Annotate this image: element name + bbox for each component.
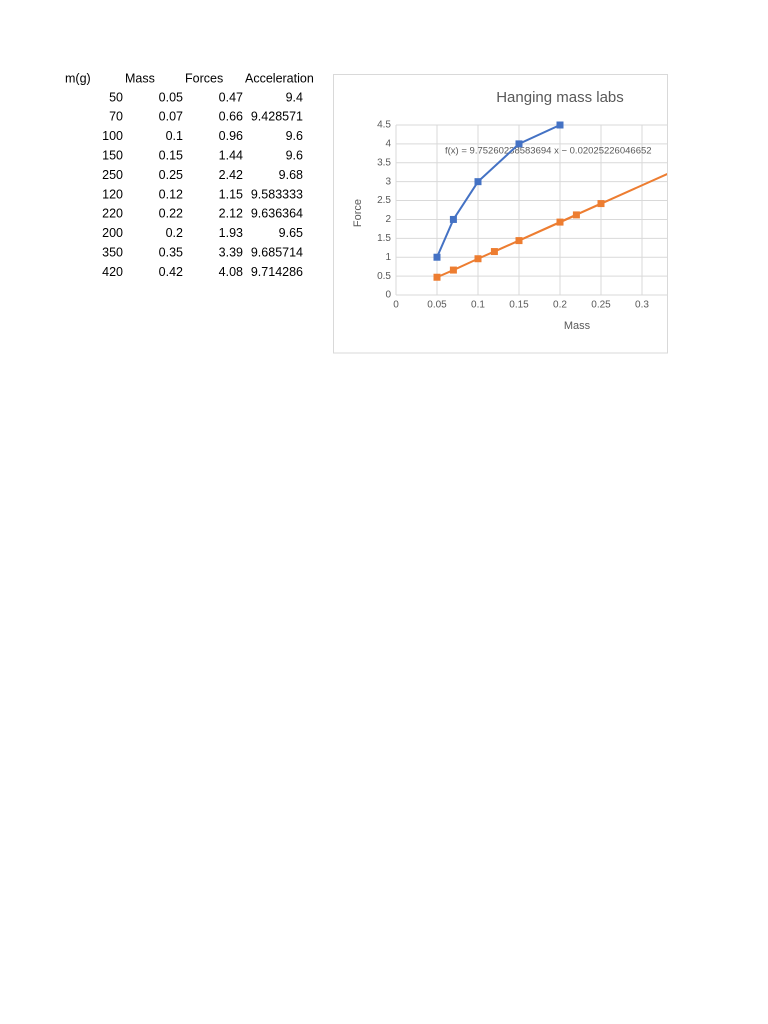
- cell: 9.714286: [251, 265, 303, 279]
- point: [449, 266, 457, 274]
- point: [433, 273, 441, 281]
- cell: 3.39: [219, 245, 243, 259]
- y-tick-label: 2.5: [377, 195, 391, 206]
- cell: 0.25: [159, 168, 183, 182]
- header-cell: m(g): [65, 71, 91, 85]
- point: [515, 237, 523, 245]
- y-axis-label: Force: [352, 199, 364, 227]
- point: [474, 178, 482, 186]
- cell: 0.15: [159, 148, 183, 162]
- x-tick-label: 0.05: [427, 300, 447, 311]
- cell: 1.15: [219, 187, 243, 201]
- chart-frame: [333, 74, 668, 354]
- cell: 2.42: [219, 168, 243, 182]
- cell: 9.6: [286, 148, 303, 162]
- cell: 9.68: [279, 168, 303, 182]
- point: [556, 121, 564, 129]
- cell: 420: [102, 265, 123, 279]
- cell: 1.93: [219, 226, 243, 240]
- y-tick-label: 3: [385, 176, 391, 187]
- point: [474, 255, 482, 263]
- point: [680, 163, 687, 170]
- cell: 9.636364: [251, 207, 303, 221]
- cell: 150: [102, 148, 123, 162]
- cell: 1.44: [219, 148, 243, 162]
- point: [490, 248, 498, 256]
- cell: 200: [102, 226, 123, 240]
- point: [556, 218, 564, 226]
- y-tick-label: 2: [385, 214, 391, 225]
- cell: 50: [109, 90, 123, 104]
- cell: 2.12: [219, 207, 243, 221]
- point: [433, 253, 441, 261]
- cell: 9.6: [286, 129, 303, 143]
- point: [515, 140, 523, 148]
- y-tick-label: 1.5: [377, 233, 391, 244]
- cell: 0.96: [219, 129, 243, 143]
- y-tick-label: 1: [385, 252, 391, 263]
- x-tick-label: 0.3: [635, 300, 649, 311]
- cell: 120: [102, 187, 123, 201]
- header-cell: Forces: [185, 71, 223, 85]
- x-tick-label: 0.25: [591, 300, 611, 311]
- cell: 0.12: [159, 187, 183, 201]
- y-tick-label: 4.5: [377, 120, 391, 131]
- cell: 9.4: [286, 90, 303, 104]
- cell: 350: [102, 245, 123, 259]
- x-tick-label: 0: [393, 300, 399, 311]
- cell: 9.685714: [251, 245, 303, 259]
- cell: 0.05: [159, 90, 183, 104]
- cell: 0.07: [159, 110, 183, 124]
- cell: 0.35: [159, 245, 183, 259]
- cell: 250: [102, 168, 123, 182]
- table: m(g) Mass Forces Acceleration 50 0.05 0.47 9.4 7…: [65, 71, 314, 279]
- series-line: [436, 173, 667, 279]
- y-tick-label: 3.5: [377, 157, 391, 168]
- cell: 220: [102, 207, 123, 221]
- x-tick-label: 0.15: [509, 300, 529, 311]
- plot: f(x) = 9.75260238583694 x − 0.0202522604…: [395, 121, 744, 296]
- cell: 4.08: [219, 265, 243, 279]
- y-tick-label: 0.5: [377, 271, 391, 282]
- cell: 0.42: [159, 265, 183, 279]
- cell: 9.428571: [251, 110, 303, 124]
- cell: 100: [102, 129, 123, 143]
- chart-title: Hanging mass labs: [496, 89, 624, 106]
- cell: 0.1: [166, 129, 183, 143]
- point: [449, 215, 457, 223]
- point: [572, 211, 580, 219]
- cell: 0.22: [159, 207, 183, 221]
- point: [737, 137, 744, 144]
- x-tick-label: 0.1: [471, 300, 485, 311]
- cell: 9.65: [279, 226, 303, 240]
- cell: 70: [109, 110, 123, 124]
- cell: 0.66: [219, 110, 243, 124]
- x-axis-label: Mass: [564, 320, 591, 332]
- y-tick-label: 0: [385, 290, 391, 301]
- header-cell: Acceleration: [245, 71, 314, 85]
- y-tick-label: 4: [385, 139, 391, 150]
- cell: 9.583333: [251, 187, 303, 201]
- cell: 0.2: [166, 226, 183, 240]
- header-cell: Mass: [125, 71, 155, 85]
- trendline-equation: f(x) = 9.75260238583694 x − 0.0202522604…: [445, 146, 652, 157]
- point: [597, 200, 605, 208]
- x-tick-label: 0.2: [553, 300, 567, 311]
- cell: 0.47: [219, 90, 243, 104]
